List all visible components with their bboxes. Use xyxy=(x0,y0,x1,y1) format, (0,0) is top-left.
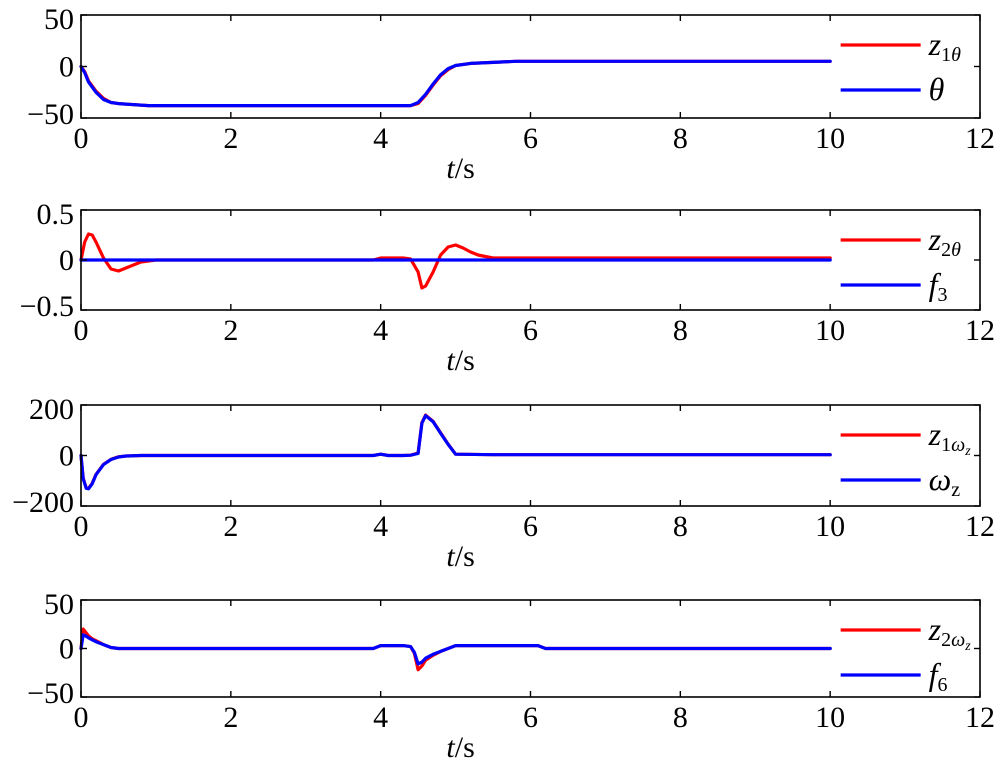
legend-entry-1: z2θ xyxy=(928,221,961,261)
y-tick-label: −50 xyxy=(27,677,74,710)
x-tick-label: 6 xyxy=(523,701,538,734)
legend-entry-1: z2ωz xyxy=(928,611,972,654)
legend-subsubscript: z xyxy=(964,444,971,459)
x-tick-label: 10 xyxy=(815,510,845,543)
legend-entry-2: θ xyxy=(929,71,945,107)
y-tick-label: −0.5 xyxy=(20,290,74,323)
legend-symbol: z xyxy=(928,26,942,62)
legend-subscript-var: ω xyxy=(951,434,965,456)
y-tick-label: 0 xyxy=(59,633,74,666)
legend-subscript: 6 xyxy=(938,674,948,696)
legend-symbol: z xyxy=(928,221,942,257)
x-tick-label: 6 xyxy=(523,122,538,155)
x-axis-label: t/s xyxy=(446,344,474,377)
y-tick-label: 200 xyxy=(29,393,74,426)
legend-symbol: θ xyxy=(929,71,945,107)
y-tick-label: 0.5 xyxy=(37,198,75,231)
y-tick-label: 0 xyxy=(59,440,74,473)
x-tick-label: 6 xyxy=(523,314,538,347)
x-tick-label: 12 xyxy=(965,122,995,155)
y-tick-label: 50 xyxy=(44,3,74,36)
legend-subscript: 1 xyxy=(941,434,951,456)
x-tick-label: 10 xyxy=(815,122,845,155)
y-tick-label: 50 xyxy=(44,588,74,621)
x-tick-label: 6 xyxy=(523,510,538,543)
x-tick-label: 10 xyxy=(815,701,845,734)
x-tick-label: 8 xyxy=(673,122,688,155)
x-tick-label: 4 xyxy=(373,510,388,543)
y-tick-label: 0 xyxy=(59,244,74,277)
x-axis-label: t/s xyxy=(446,731,474,764)
x-axis-label-var: t xyxy=(446,540,455,573)
legend-subscript: 2 xyxy=(941,239,951,261)
x-axis-label-var: t xyxy=(446,152,455,185)
x-axis-label: t/s xyxy=(446,540,474,573)
legend-entry-1: z1ωz xyxy=(928,416,972,459)
x-axis-label-var: t xyxy=(446,731,455,764)
y-tick-label: −50 xyxy=(27,98,74,131)
series-line-blue xyxy=(79,59,832,108)
x-tick-label: 8 xyxy=(673,314,688,347)
x-tick-label: 8 xyxy=(673,510,688,543)
legend-subscript: 2 xyxy=(941,629,951,651)
legend-symbol: z xyxy=(928,416,942,452)
legend-subscript-var: θ xyxy=(951,239,961,261)
x-tick-label: 10 xyxy=(815,314,845,347)
legend-subscript: 1 xyxy=(941,44,951,66)
x-axis-label-unit: /s xyxy=(455,731,475,764)
x-tick-label: 4 xyxy=(373,701,388,734)
legend-entry-2: f6 xyxy=(929,656,948,696)
legend-entry-2: f3 xyxy=(929,266,948,306)
x-tick-label: 4 xyxy=(373,122,388,155)
x-axis-label-unit: /s xyxy=(455,344,475,377)
x-tick-label: 0 xyxy=(74,314,89,347)
legend-subscript: z xyxy=(951,479,960,501)
series-line-blue xyxy=(79,633,832,666)
series-line-red xyxy=(79,232,832,290)
x-tick-label: 2 xyxy=(223,122,238,155)
axes-frame xyxy=(80,14,981,119)
legend-entry-1: z1θ xyxy=(928,26,961,66)
x-tick-label: 0 xyxy=(74,122,89,155)
x-tick-label: 0 xyxy=(74,701,89,734)
x-tick-label: 2 xyxy=(223,314,238,347)
x-tick-label: 8 xyxy=(673,701,688,734)
x-tick-label: 2 xyxy=(223,510,238,543)
x-tick-label: 4 xyxy=(373,314,388,347)
x-tick-label: 2 xyxy=(223,701,238,734)
legend-subsubscript: z xyxy=(964,639,971,654)
x-axis-label: t/s xyxy=(446,152,474,185)
legend-subscript: 3 xyxy=(938,284,948,306)
x-axis-label-unit: /s xyxy=(455,152,475,185)
y-tick-label: −200 xyxy=(12,486,74,519)
series-line-red xyxy=(79,59,832,108)
x-tick-label: 12 xyxy=(965,701,995,734)
y-tick-label: 0 xyxy=(59,51,74,84)
legend-symbol: ω xyxy=(929,461,952,497)
x-tick-label: 0 xyxy=(74,510,89,543)
x-axis-label-var: t xyxy=(446,344,455,377)
legend-symbol: z xyxy=(928,611,942,647)
x-axis-label-unit: /s xyxy=(455,540,475,573)
x-tick-label: 12 xyxy=(965,314,995,347)
series-line-blue xyxy=(79,414,832,491)
legend-subscript-var: θ xyxy=(951,44,961,66)
legend-entry-2: ωz xyxy=(929,461,961,501)
legend-subscript-var: ω xyxy=(951,629,965,651)
x-tick-label: 12 xyxy=(965,510,995,543)
